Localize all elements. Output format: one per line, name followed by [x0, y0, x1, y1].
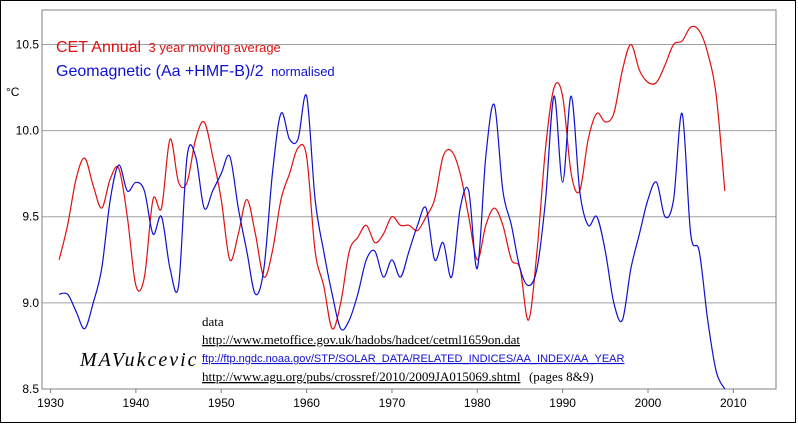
x-tick-label: 2010: [720, 396, 747, 410]
y-tick-label: 9.0: [22, 296, 39, 310]
plot-area: [41, 9, 777, 390]
author-signature: MAVukcevic: [79, 349, 199, 371]
geomagnetic-line: [58, 94, 726, 390]
link-ngdc[interactable]: ftp://ftp.ngdc.noaa.gov/STP/SOLAR_DATA/R…: [202, 353, 625, 365]
y-axis: 8.5 9.0 9.5 10.0 10.5: [16, 37, 40, 396]
legend-geomag: Geomagnetic (Aa +HMF-B)/2 normalised: [56, 63, 335, 80]
x-tick-label: 1930: [37, 396, 64, 410]
cet-annual-line: [58, 25, 726, 330]
link-agu[interactable]: http://www.agu.org/pubs/crossref/2010/20…: [202, 369, 521, 384]
y-tick-label: 9.5: [22, 210, 39, 224]
x-axis: 1930 1940 1950 1960 1970 1980 1990 2000 2010: [37, 389, 747, 410]
data-heading: data: [202, 314, 224, 329]
x-tick-label: 2000: [635, 396, 662, 410]
legend-geomag-suffix: normalised: [271, 64, 335, 79]
y-axis-label: °C: [6, 85, 20, 99]
legend-geomag-name: Geomagnetic (Aa +HMF-B)/2: [56, 63, 264, 80]
series-lines: [58, 25, 726, 390]
legend-cet: CET Annual 3 year moving average: [56, 39, 281, 56]
y-tick-label: 10.5: [16, 37, 40, 51]
y-tick-label: 8.5: [22, 382, 39, 396]
x-tick-label: 1950: [208, 396, 235, 410]
y-tick-label: 10.0: [16, 124, 40, 138]
link-agu-suffix: (pages 8&9): [529, 369, 594, 384]
x-tick-label: 1960: [293, 396, 320, 410]
legend-cet-name: CET Annual: [56, 39, 141, 56]
link-agu-line: http://www.agu.org/pubs/crossref/2010/20…: [202, 368, 594, 385]
x-tick-label: 1940: [123, 396, 150, 410]
x-tick-label: 1970: [379, 396, 406, 410]
link-metoffice[interactable]: http://www.metoffice.gov.uk/hadobs/hadce…: [202, 332, 520, 347]
x-tick-label: 1990: [549, 396, 576, 410]
x-tick-label: 1980: [464, 396, 491, 410]
legend-cet-suffix: 3 year moving average: [149, 40, 281, 55]
